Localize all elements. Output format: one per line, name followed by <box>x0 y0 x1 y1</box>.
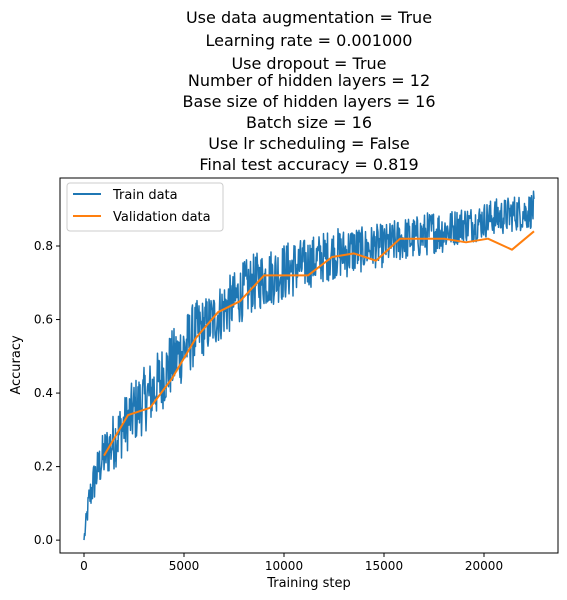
x-tick-label: 20000 <box>465 559 503 573</box>
plot-area <box>83 190 535 541</box>
title-line: Use data augmentation = True <box>186 8 432 27</box>
legend-label-validation: Validation data <box>113 210 211 225</box>
title-line: Number of hidden layers = 12 <box>188 71 430 90</box>
title-line: Batch size = 16 <box>246 113 372 132</box>
x-tick-label: 15000 <box>365 559 403 573</box>
y-tick-label: 0.8 <box>34 239 53 253</box>
plot-frame <box>59 177 559 554</box>
title-line: Base size of hidden layers = 16 <box>182 92 435 111</box>
x-tick-label: 0 <box>80 559 88 573</box>
x-axis: 0 5000 10000 15000 20000 <box>80 553 503 573</box>
title-line: Final test accuracy = 0.819 <box>199 155 418 174</box>
legend: Train data Validation data <box>66 182 224 232</box>
y-tick-label: 0.2 <box>34 460 53 474</box>
series-line-validation <box>103 230 535 457</box>
legend-label-train: Train data <box>112 188 178 203</box>
y-tick-label: 0.6 <box>34 313 53 327</box>
x-tick-label: 5000 <box>169 559 200 573</box>
title-line: Use dropout = True <box>231 54 386 73</box>
x-tick-label: 10000 <box>265 559 303 573</box>
legend-box <box>66 182 224 232</box>
title-line: Use lr scheduling = False <box>208 134 409 153</box>
x-axis-label: Training step <box>266 576 351 591</box>
y-axis: 0.0 0.2 0.4 0.6 0.8 <box>34 239 60 547</box>
title-line: Learning rate = 0.001000 <box>206 31 413 50</box>
chart-title: Use data augmentation = True Learning ra… <box>182 8 435 174</box>
y-tick-label: 0.0 <box>34 533 53 547</box>
y-axis-label: Accuracy <box>9 335 24 395</box>
y-tick-label: 0.4 <box>34 386 53 400</box>
